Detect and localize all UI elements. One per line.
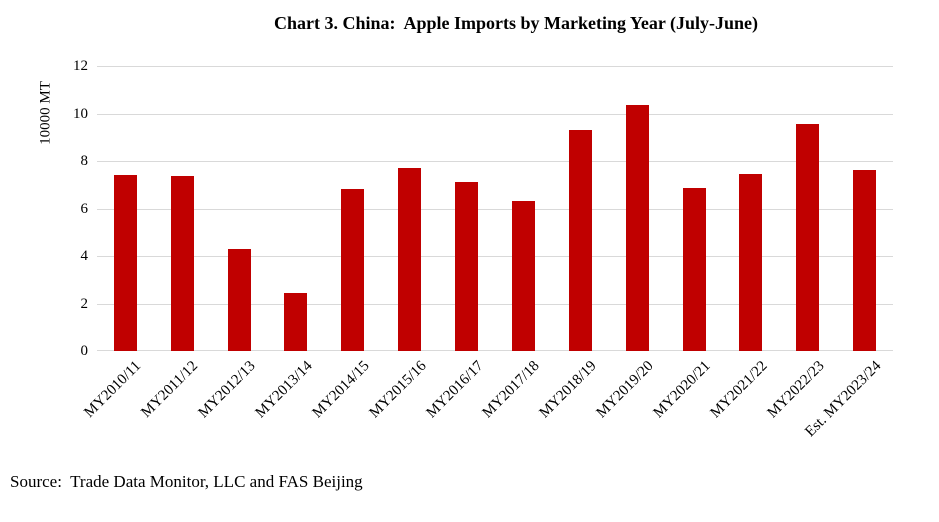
- bar: [569, 130, 592, 351]
- x-tick-label: MY2018/19: [536, 358, 600, 422]
- gridline: [97, 256, 893, 257]
- y-tick-label: 4: [80, 248, 89, 264]
- bar: [341, 189, 364, 351]
- bar: [398, 168, 421, 351]
- chart-title: Chart 3. China: Apple Imports by Marketi…: [273, 13, 758, 33]
- bar: [739, 174, 762, 351]
- bar: [455, 182, 478, 351]
- x-tick-label: MY2013/14: [252, 358, 316, 422]
- plot-area: [97, 66, 893, 351]
- x-tick-label: MY2020/21: [650, 358, 714, 422]
- bar: [796, 124, 819, 351]
- x-tick-label: MY2012/13: [195, 358, 259, 422]
- bar: [171, 176, 194, 351]
- y-tick-label: 12: [73, 58, 88, 74]
- bar: [228, 249, 251, 351]
- bar: [512, 201, 535, 351]
- gridline: [97, 350, 893, 351]
- bar: [626, 105, 649, 351]
- bar: [114, 175, 137, 351]
- gridline: [97, 209, 893, 210]
- gridline: [97, 304, 893, 305]
- x-tick-label: MY2011/12: [138, 358, 202, 421]
- y-tick-label: 6: [80, 201, 89, 217]
- x-tick-label: MY2015/16: [366, 358, 430, 422]
- x-tick-label: MY2017/18: [479, 358, 543, 422]
- x-tick-label: MY2021/22: [707, 358, 771, 422]
- y-tick-label: 0: [80, 343, 89, 359]
- y-tick-label: 2: [80, 296, 89, 312]
- bar: [284, 293, 307, 351]
- x-tick-label: MY2014/15: [309, 358, 373, 422]
- source-note: Source: Trade Data Monitor, LLC and FAS …: [10, 472, 363, 491]
- bar: [683, 188, 706, 351]
- x-tick-label: MY2019/20: [593, 358, 657, 422]
- y-axis-labels: 0 2 4 6 8 10 12: [36, 58, 89, 359]
- bar: [853, 170, 876, 351]
- x-tick-label: MY2010/11: [81, 358, 145, 421]
- gridline: [97, 161, 893, 162]
- x-tick-label: MY2016/17: [423, 358, 487, 422]
- gridline: [97, 114, 893, 115]
- gridline: [97, 66, 893, 67]
- y-tick-label: 8: [80, 153, 89, 169]
- y-tick-label: 10: [73, 106, 88, 122]
